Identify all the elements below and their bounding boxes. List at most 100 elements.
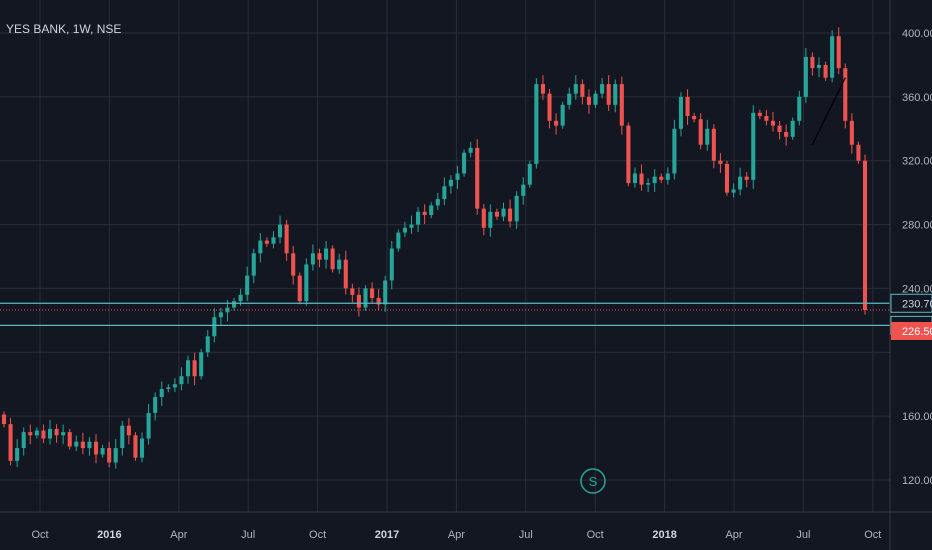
candle-body — [107, 448, 112, 463]
candle-body — [462, 152, 467, 174]
candle-body — [356, 294, 361, 308]
candle-body — [330, 248, 335, 270]
candle-body — [93, 441, 99, 455]
candle-body — [843, 68, 848, 121]
x-tick-label: Jul — [519, 529, 533, 541]
candle-body — [284, 224, 289, 254]
candle-body — [823, 64, 828, 78]
candle-body — [685, 96, 690, 117]
candle-body — [297, 275, 302, 302]
candle-body — [830, 36, 835, 78]
candle-body — [718, 160, 723, 164]
candle-body — [409, 224, 414, 228]
y-tick-label: 400.00 — [902, 28, 932, 40]
candle-body — [455, 173, 460, 180]
chart-title: YES BANK, 1W, NSE — [6, 22, 122, 36]
x-tick-label: Apr — [448, 529, 465, 541]
x-tick-label: Oct — [864, 529, 881, 541]
candle-body — [34, 430, 39, 436]
candle-body — [731, 189, 736, 193]
candle-body — [448, 179, 453, 187]
x-tick-label: Jul — [241, 529, 255, 541]
x-tick-label: Apr — [725, 529, 742, 541]
candle-body — [659, 176, 664, 180]
candle-body — [600, 84, 605, 94]
candle-body — [61, 432, 66, 436]
candle-body — [205, 336, 210, 353]
candle-body — [350, 288, 355, 295]
candle-body — [784, 131, 789, 137]
candle-body — [501, 208, 506, 217]
candle-body — [678, 96, 684, 129]
candle-body — [442, 186, 447, 200]
x-tick-label: 2017 — [375, 529, 399, 541]
y-tick-label: 160.00 — [902, 411, 932, 423]
candle-body — [764, 116, 769, 121]
candle-body — [816, 64, 822, 69]
candle-body — [836, 36, 841, 69]
price-tags: 230.70216.85226.50 — [890, 293, 932, 340]
candle-body — [757, 112, 762, 117]
candle-body — [251, 253, 256, 276]
last-price-label: 226.50 — [902, 326, 932, 338]
candle-body — [481, 208, 486, 228]
s-marker[interactable]: S — [580, 468, 606, 494]
candle-body — [521, 184, 526, 196]
candle-body — [698, 119, 703, 145]
candle-body — [218, 312, 223, 318]
candle-body — [422, 211, 427, 215]
candle-body — [435, 199, 440, 206]
level-tag-label: 230.70 — [902, 298, 932, 310]
candle-body — [271, 237, 276, 244]
candle-body — [21, 432, 26, 449]
s-marker-circle — [580, 468, 606, 494]
candle-body — [185, 360, 191, 377]
candle-body — [770, 120, 776, 126]
s-marker-label: S — [589, 474, 598, 489]
candle-body — [711, 128, 716, 161]
candle-body — [87, 441, 92, 449]
candle-body — [179, 376, 184, 385]
candle-body — [468, 147, 473, 153]
candle-body — [264, 240, 269, 244]
candle-body — [278, 224, 283, 238]
candle-body — [429, 205, 434, 215]
time-axis[interactable]: Oct 2016 Apr Jul Oct 2017 Apr Jul Oct 2018 Apr Jul O… — [31, 529, 881, 541]
candle-body — [724, 163, 730, 193]
candle-body — [475, 147, 480, 209]
candle-body — [626, 125, 631, 184]
candle-body — [547, 93, 552, 121]
x-tick-label: 2018 — [652, 529, 676, 541]
candle-body — [212, 317, 217, 337]
candle-body — [494, 211, 499, 217]
candle-body — [692, 116, 697, 120]
x-tick-label: Jul — [796, 529, 810, 541]
candle-body — [540, 84, 545, 94]
candle-body — [738, 176, 743, 190]
candle-body — [803, 56, 808, 97]
x-tick-label: 2016 — [97, 529, 121, 541]
candle-body — [856, 144, 861, 161]
candle-body — [238, 294, 243, 302]
x-tick-label: Oct — [309, 529, 326, 541]
price-axis[interactable]: 400.00 360.00 320.00 280.00 240.00 160.00 120.… — [902, 28, 932, 487]
candle-body — [744, 176, 749, 180]
candle-body — [225, 307, 230, 313]
candle-body — [28, 432, 33, 436]
candle-body — [527, 163, 532, 185]
candle-body — [100, 448, 105, 455]
candle-body — [146, 412, 151, 439]
y-tick-label: 360.00 — [902, 92, 932, 104]
y-tick-label: 120.00 — [902, 475, 932, 487]
candle-body — [126, 425, 131, 436]
candle-body — [139, 438, 145, 458]
candle-body — [245, 275, 250, 295]
candle-body — [166, 387, 171, 390]
candle-body — [705, 128, 710, 145]
candle-body — [554, 120, 559, 126]
levels — [0, 302, 890, 327]
candle-body — [363, 288, 368, 308]
candle-body — [1, 414, 7, 425]
candle-body — [810, 56, 815, 69]
